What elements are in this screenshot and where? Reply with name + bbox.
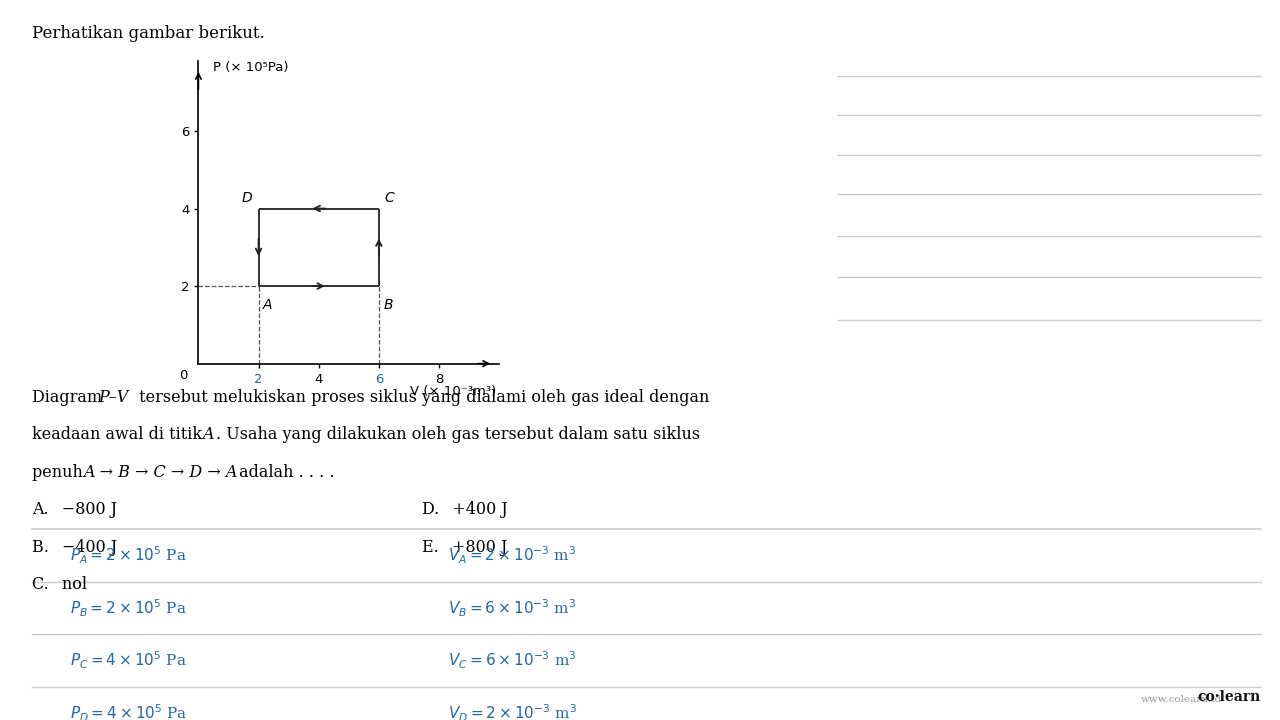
Text: E.  +800 J: E. +800 J [422,539,508,556]
Text: P–V: P–V [99,389,129,406]
Text: adalah . . . .: adalah . . . . [234,464,335,481]
Text: B.  −400 J: B. −400 J [32,539,118,556]
Text: co·learn: co·learn [1198,690,1261,704]
Text: $V_D = 2\times10^{-3}$ m$^3$: $V_D = 2\times10^{-3}$ m$^3$ [448,703,577,720]
Text: C: C [385,191,394,204]
Text: tersebut melukiskan proses siklus yang dialami oleh gas ideal dengan: tersebut melukiskan proses siklus yang d… [134,389,710,406]
Text: 0: 0 [179,369,188,382]
Text: Diagram: Diagram [32,389,108,406]
Text: $V_C = 6\times10^{-3}$ m$^3$: $V_C = 6\times10^{-3}$ m$^3$ [448,650,576,671]
Text: A: A [264,297,273,312]
Text: A → B → C → D → A: A → B → C → D → A [83,464,238,481]
Text: A: A [202,426,214,444]
Text: www.colearn.id: www.colearn.id [1142,696,1222,704]
Text: $P_D = 4\times10^5$ Pa: $P_D = 4\times10^5$ Pa [70,703,188,720]
Text: $V_B = 6\times10^{-3}$ m$^3$: $V_B = 6\times10^{-3}$ m$^3$ [448,598,576,618]
Text: $V_A = 2\times10^{-3}$ m$^3$: $V_A = 2\times10^{-3}$ m$^3$ [448,545,576,566]
Text: D.  +400 J: D. +400 J [422,501,508,518]
Text: C.  nol: C. nol [32,576,87,593]
Text: V (× 10⁻³m³): V (× 10⁻³m³) [410,385,497,398]
Text: D: D [242,191,252,204]
Text: Perhatikan gambar berikut.: Perhatikan gambar berikut. [32,25,265,42]
Text: P (× 10⁵Pa): P (× 10⁵Pa) [214,61,289,74]
Text: $P_A = 2\times10^5$ Pa: $P_A = 2\times10^5$ Pa [70,545,187,566]
Text: keadaan awal di titik: keadaan awal di titik [32,426,207,444]
Text: . Usaha yang dilakukan oleh gas tersebut dalam satu siklus: . Usaha yang dilakukan oleh gas tersebut… [216,426,700,444]
Text: A.  −800 J: A. −800 J [32,501,118,518]
Text: B: B [384,297,393,312]
Text: penuh: penuh [32,464,88,481]
Text: $P_B = 2\times10^5$ Pa: $P_B = 2\times10^5$ Pa [70,598,187,618]
Text: $P_C = 4\times10^5$ Pa: $P_C = 4\times10^5$ Pa [70,650,187,671]
